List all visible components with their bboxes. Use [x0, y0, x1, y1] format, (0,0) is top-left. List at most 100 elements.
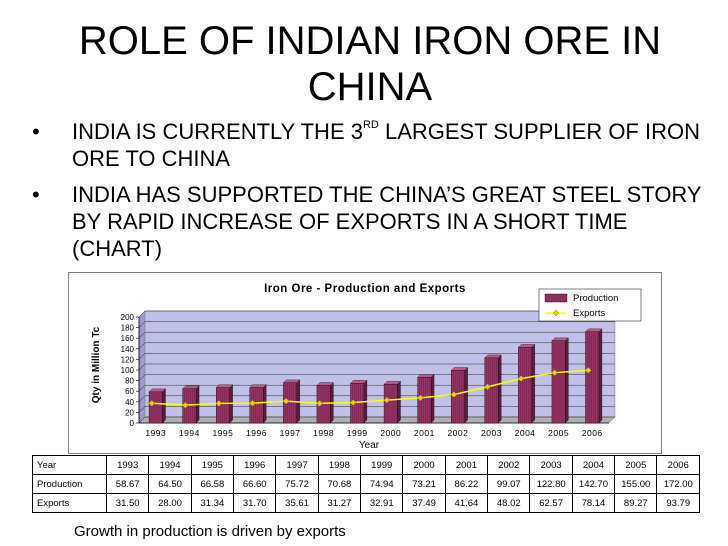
table-cell: 1998 [317, 455, 362, 475]
x-tick-label: 2000 [380, 428, 401, 438]
table-cell: 86.22 [444, 474, 489, 494]
bar-top [450, 367, 469, 371]
table-cell: 93.79 [656, 493, 700, 513]
bar-top [249, 384, 267, 388]
chart-title: Iron Ore - Production and Exports [264, 283, 466, 295]
bar-top [484, 354, 502, 359]
y-tick-label: 180 [121, 324, 135, 333]
exports-point [551, 369, 558, 377]
chart-frame: Iron Ore - Production and Exports Qty in… [68, 272, 662, 454]
legend-marker-exports [552, 309, 560, 317]
exports-point [316, 400, 323, 407]
table-cell: 35.61 [275, 493, 319, 513]
y-tick-label: 40 [125, 398, 134, 407]
gridline-side [138, 385, 146, 392]
gridline-side [138, 406, 146, 413]
table-cell: 99.07 [487, 474, 531, 494]
table-cell: 1996 [233, 455, 277, 475]
exports-point [484, 383, 491, 391]
table-cell: 155.00 [614, 474, 658, 494]
gridline-side [138, 342, 146, 349]
slide-title-line1: ROLE OF INDIAN IRON ORE IN [78, 19, 662, 63]
table-cell: 2002 [487, 455, 531, 475]
bar-side [498, 354, 502, 424]
gridline-side [138, 332, 146, 339]
table-cell: 48.02 [487, 493, 531, 513]
table-cell: 1997 [275, 455, 319, 475]
table-cell: 2003 [529, 455, 573, 475]
slide-title: ROLE OF INDIAN IRON ORE IN CHINA [40, 18, 700, 110]
table-cell: 2000 [402, 455, 446, 475]
x-tick-label: 2003 [481, 428, 502, 438]
y-tick-label: 140 [121, 345, 135, 354]
y-tick-label: 80 [125, 377, 134, 386]
bar-top [517, 344, 536, 348]
y-tick-label: 60 [125, 387, 134, 396]
bar-side [565, 337, 569, 424]
table-cell: 2004 [571, 455, 616, 475]
exports-point [417, 394, 424, 402]
bar-side [430, 373, 435, 424]
bar-top [215, 384, 234, 388]
x-tick-label: 1996 [246, 428, 267, 438]
table-row-label: Production [32, 474, 107, 494]
gridline-side [138, 310, 146, 318]
exports-line [151, 369, 589, 406]
production-exports-chart: Iron Ore - Production and Exports Qty in… [91, 283, 642, 451]
table-cell: 31.70 [233, 493, 277, 513]
gridline-side [138, 416, 146, 424]
gridline-side [138, 321, 146, 328]
x-tick-label: 1998 [313, 428, 334, 438]
table-cell: 2006 [656, 455, 700, 475]
gridline-side [138, 353, 146, 360]
table-cell: 1999 [360, 455, 404, 475]
table-row-label: Exports [32, 493, 107, 513]
bullet2-text: INDIA HAS SUPPORTED THE CHINA’S GREAT ST… [72, 182, 702, 261]
bullet1-superscript: RD [362, 119, 379, 131]
table-cell: 122.80 [529, 474, 573, 494]
table-cell: 2001 [444, 455, 489, 475]
bullet-marker: • [32, 119, 40, 144]
table-cell: 31.50 [105, 493, 150, 513]
legend-label-production: Production [573, 293, 618, 304]
table-cell: 142.70 [571, 474, 616, 494]
bar-top [350, 380, 368, 384]
table-cell: 58.67 [105, 474, 150, 494]
y-tick-label: 0 [130, 419, 135, 428]
gridline-side [138, 363, 146, 371]
x-tick-label: 1994 [179, 428, 200, 438]
x-tick-label: 1993 [145, 428, 166, 438]
exports-point [584, 366, 592, 374]
table-cell: 31.34 [190, 493, 235, 513]
legend-swatch-production [544, 293, 568, 303]
table-cell: 28.00 [148, 493, 192, 513]
exports-point [182, 401, 189, 409]
bar-top [551, 337, 569, 341]
bar-side [598, 328, 603, 424]
bar-side [397, 380, 401, 424]
exports-point [148, 399, 156, 407]
exports-point [215, 400, 223, 407]
bullet-item: • INDIA IS CURRENTLY THE 3RD LARGEST SUP… [30, 118, 710, 172]
y-tick-label: 200 [121, 313, 135, 322]
bar-side [162, 388, 166, 424]
bullet-marker: • [32, 182, 40, 207]
exports-point [450, 391, 458, 398]
bar-side [263, 384, 267, 424]
bar-top [383, 381, 401, 385]
exports-point [517, 375, 525, 382]
y-axis-label: Qty in Million Tc [91, 326, 102, 403]
table-row: Production 58.67 64.50 66.58 66.60 75.72 70.68… [32, 474, 700, 494]
table-cell: 73.21 [402, 474, 446, 494]
table-cell: 1995 [190, 455, 235, 475]
y-tick-label: 20 [125, 408, 134, 417]
table-cell: 32.91 [360, 493, 404, 513]
table-cell: 70.68 [317, 474, 362, 494]
table-cell: 37.49 [402, 493, 446, 513]
table-cell: 78.14 [571, 493, 616, 513]
y-tick-label: 160 [121, 334, 135, 343]
table-cell: 1993 [105, 455, 150, 475]
x-tick-label: 1997 [280, 428, 301, 438]
bar-top [316, 382, 334, 386]
bar-top [417, 374, 435, 378]
